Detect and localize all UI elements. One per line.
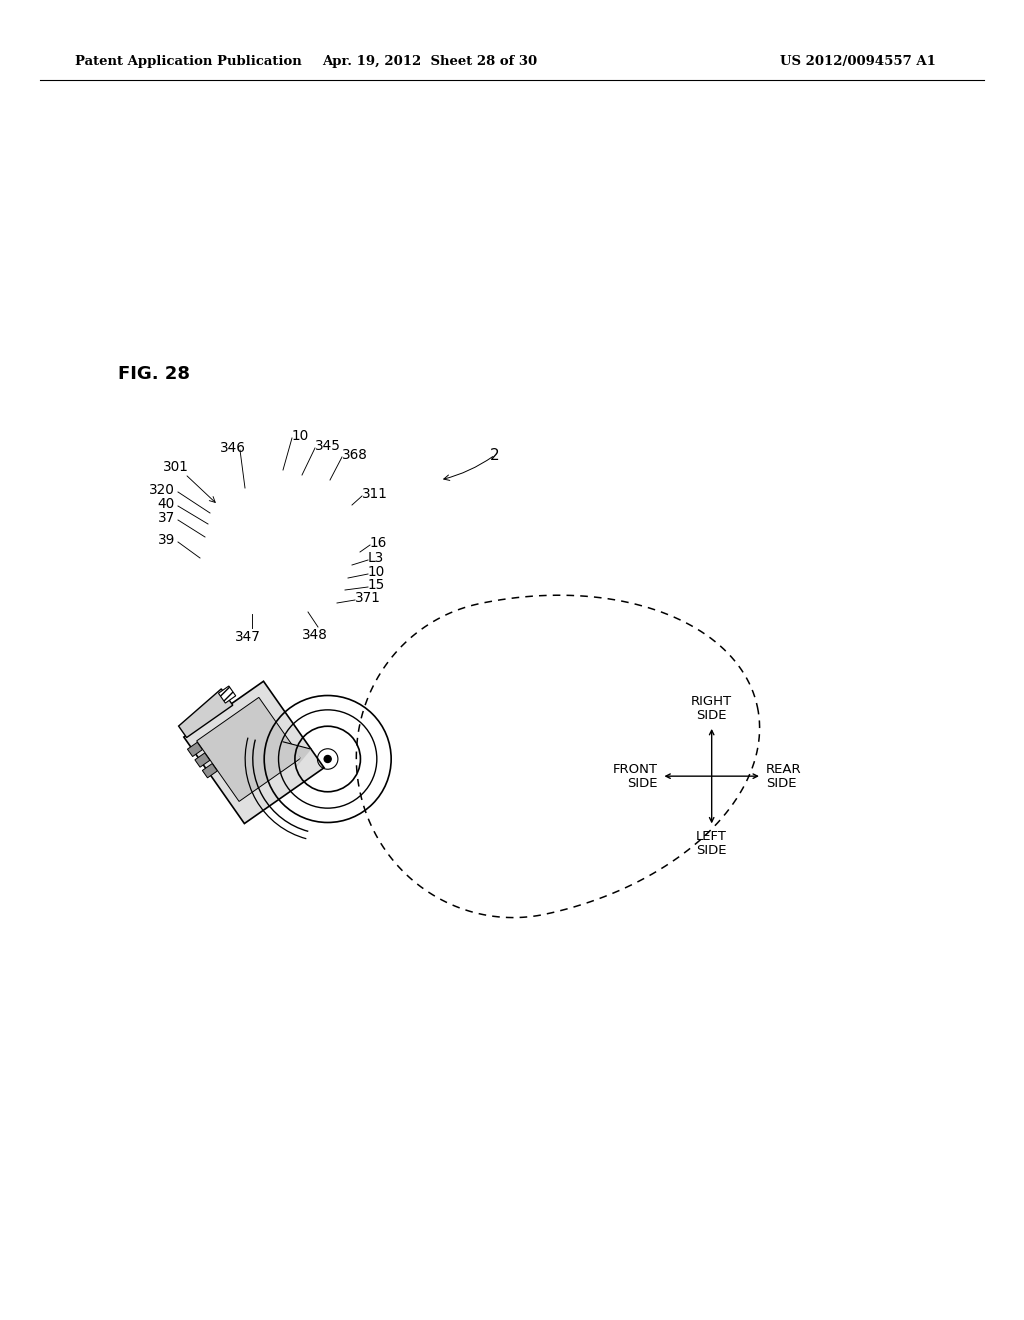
- Polygon shape: [184, 681, 324, 824]
- Polygon shape: [195, 752, 210, 767]
- Text: 368: 368: [342, 447, 368, 462]
- Polygon shape: [187, 742, 203, 756]
- Text: RIGHT
SIDE: RIGHT SIDE: [691, 696, 732, 722]
- Text: REAR
SIDE: REAR SIDE: [766, 763, 802, 789]
- Text: 371: 371: [355, 591, 381, 605]
- Text: FIG. 28: FIG. 28: [118, 366, 190, 383]
- Text: 39: 39: [158, 533, 175, 546]
- Text: Apr. 19, 2012  Sheet 28 of 30: Apr. 19, 2012 Sheet 28 of 30: [323, 55, 538, 69]
- Text: US 2012/0094557 A1: US 2012/0094557 A1: [780, 55, 936, 69]
- Polygon shape: [178, 689, 232, 738]
- Text: 15: 15: [368, 578, 385, 591]
- Circle shape: [325, 755, 331, 763]
- Text: 16: 16: [370, 536, 387, 550]
- Text: 301: 301: [163, 459, 188, 474]
- Polygon shape: [283, 742, 311, 768]
- Text: 348: 348: [302, 628, 328, 642]
- Text: 345: 345: [315, 440, 341, 453]
- Text: 40: 40: [158, 498, 175, 511]
- Text: 347: 347: [236, 630, 261, 644]
- Text: 320: 320: [150, 483, 175, 498]
- Polygon shape: [218, 686, 236, 704]
- Text: 10: 10: [292, 429, 309, 444]
- Text: LEFT
SIDE: LEFT SIDE: [696, 830, 727, 857]
- Text: L3: L3: [368, 550, 384, 565]
- Text: 2: 2: [490, 447, 500, 462]
- Text: Patent Application Publication: Patent Application Publication: [75, 55, 302, 69]
- Polygon shape: [203, 763, 217, 777]
- Text: FRONT
SIDE: FRONT SIDE: [612, 763, 657, 789]
- Text: 37: 37: [158, 511, 175, 525]
- Text: 311: 311: [362, 487, 388, 502]
- Polygon shape: [197, 697, 301, 801]
- Text: 10: 10: [368, 565, 385, 579]
- Text: 346: 346: [220, 441, 246, 455]
